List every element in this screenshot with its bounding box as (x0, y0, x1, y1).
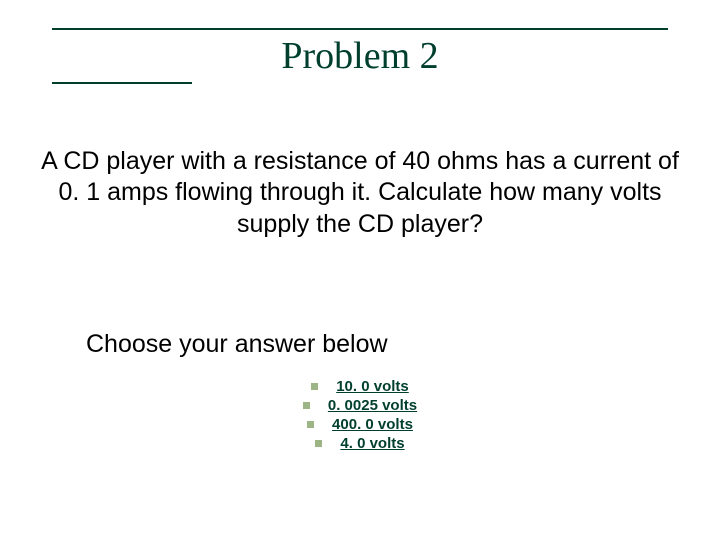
answer-list: 10. 0 volts 0. 0025 volts 400. 0 volts 4… (0, 378, 720, 454)
answer-item: 4. 0 volts (0, 435, 720, 452)
title-rule-top (52, 28, 668, 30)
answer-link-2[interactable]: 0. 0025 volts (328, 397, 417, 414)
bullet-icon (307, 421, 314, 428)
answer-item: 400. 0 volts (0, 416, 720, 433)
bullet-icon (315, 440, 322, 447)
answer-link-1[interactable]: 10. 0 volts (336, 378, 409, 395)
bullet-icon (311, 383, 318, 390)
answer-link-4[interactable]: 4. 0 volts (340, 435, 404, 452)
choose-label: Choose your answer below (86, 330, 388, 359)
answer-item: 10. 0 volts (0, 378, 720, 395)
answer-link-3[interactable]: 400. 0 volts (332, 416, 413, 433)
bullet-icon (303, 402, 310, 409)
title-rule-bottom (52, 82, 192, 84)
question-text: A CD player with a resistance of 40 ohms… (40, 146, 680, 240)
title-block: Problem 2 (52, 28, 668, 84)
slide-title: Problem 2 (52, 28, 668, 84)
answer-item: 0. 0025 volts (0, 397, 720, 414)
